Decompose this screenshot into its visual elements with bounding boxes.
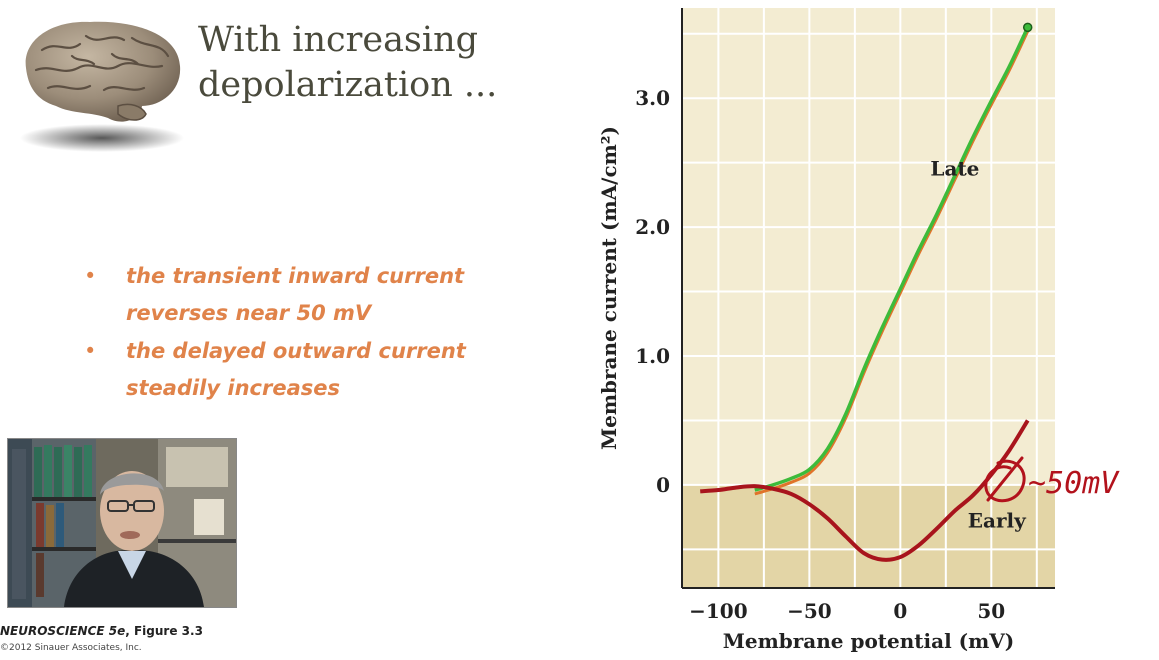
- bullet-text-line: reverses near 50 mV: [126, 301, 372, 325]
- bullet-text-line: the delayed outward current: [126, 339, 466, 363]
- slide-title-line-2: depolarization ...: [198, 65, 498, 105]
- bullet-marker: •: [84, 339, 97, 363]
- y-tick-label: 1.0: [635, 344, 670, 368]
- x-tick-labels: −100 −50 0 50: [689, 599, 1005, 623]
- y-tick-label: 0: [656, 473, 670, 497]
- ink-slash: [986, 456, 1024, 502]
- y-tick-label: 3.0: [635, 86, 670, 110]
- iv-chart: −100 −50 0 50 0 1.0 2.0 3.0 Late Early Membran…: [597, 8, 1120, 653]
- y-axis-title: Membrane current (mA/cm²): [597, 126, 621, 450]
- ink-note: ~50mV: [1028, 466, 1120, 501]
- figure-number: , Figure 3.3: [125, 624, 203, 638]
- slide-title: With increasing depolarization ...: [198, 18, 558, 108]
- bullet-text-line: steadily increases: [126, 376, 340, 400]
- slide-title-line-1: With increasing: [198, 20, 479, 60]
- handwritten-annotation: ~50mV: [984, 456, 1120, 503]
- bullet-item: • the delayed outward current steadily i…: [84, 333, 554, 407]
- x-tick-label: −100: [689, 599, 748, 623]
- brain-icon: [20, 21, 184, 152]
- y-tick-label: 2.0: [635, 215, 670, 239]
- bullet-item: • the transient inward current reverses …: [84, 258, 554, 332]
- series-label-late: Late: [930, 157, 979, 181]
- y-tick-labels: 0 1.0 2.0 3.0: [635, 86, 670, 497]
- presenter-webcam-video[interactable]: [7, 438, 237, 608]
- bullet-marker: •: [84, 264, 97, 288]
- bullet-list: • the transient inward current reverses …: [84, 258, 554, 408]
- copyright-notice: ©2012 Sinauer Associates, Inc.: [0, 643, 142, 653]
- late-current-endpoint: [1022, 22, 1033, 33]
- x-tick-label: 50: [977, 599, 1005, 623]
- plot-negative-region: [682, 484, 1055, 588]
- x-axis-title: Membrane potential (mV): [723, 629, 1015, 653]
- bullet-text-line: the transient inward current: [126, 264, 465, 288]
- figure-credit: NEUROSCIENCE 5e, Figure 3.3: [0, 624, 203, 638]
- series-label-early: Early: [968, 508, 1027, 532]
- x-tick-label: −50: [787, 599, 832, 623]
- early-current-line: [700, 419, 1030, 562]
- book-title: NEUROSCIENCE 5e: [0, 624, 126, 638]
- x-tick-label: 0: [893, 599, 907, 623]
- late-current-line: [754, 26, 1030, 492]
- ink-circle: [984, 459, 1026, 503]
